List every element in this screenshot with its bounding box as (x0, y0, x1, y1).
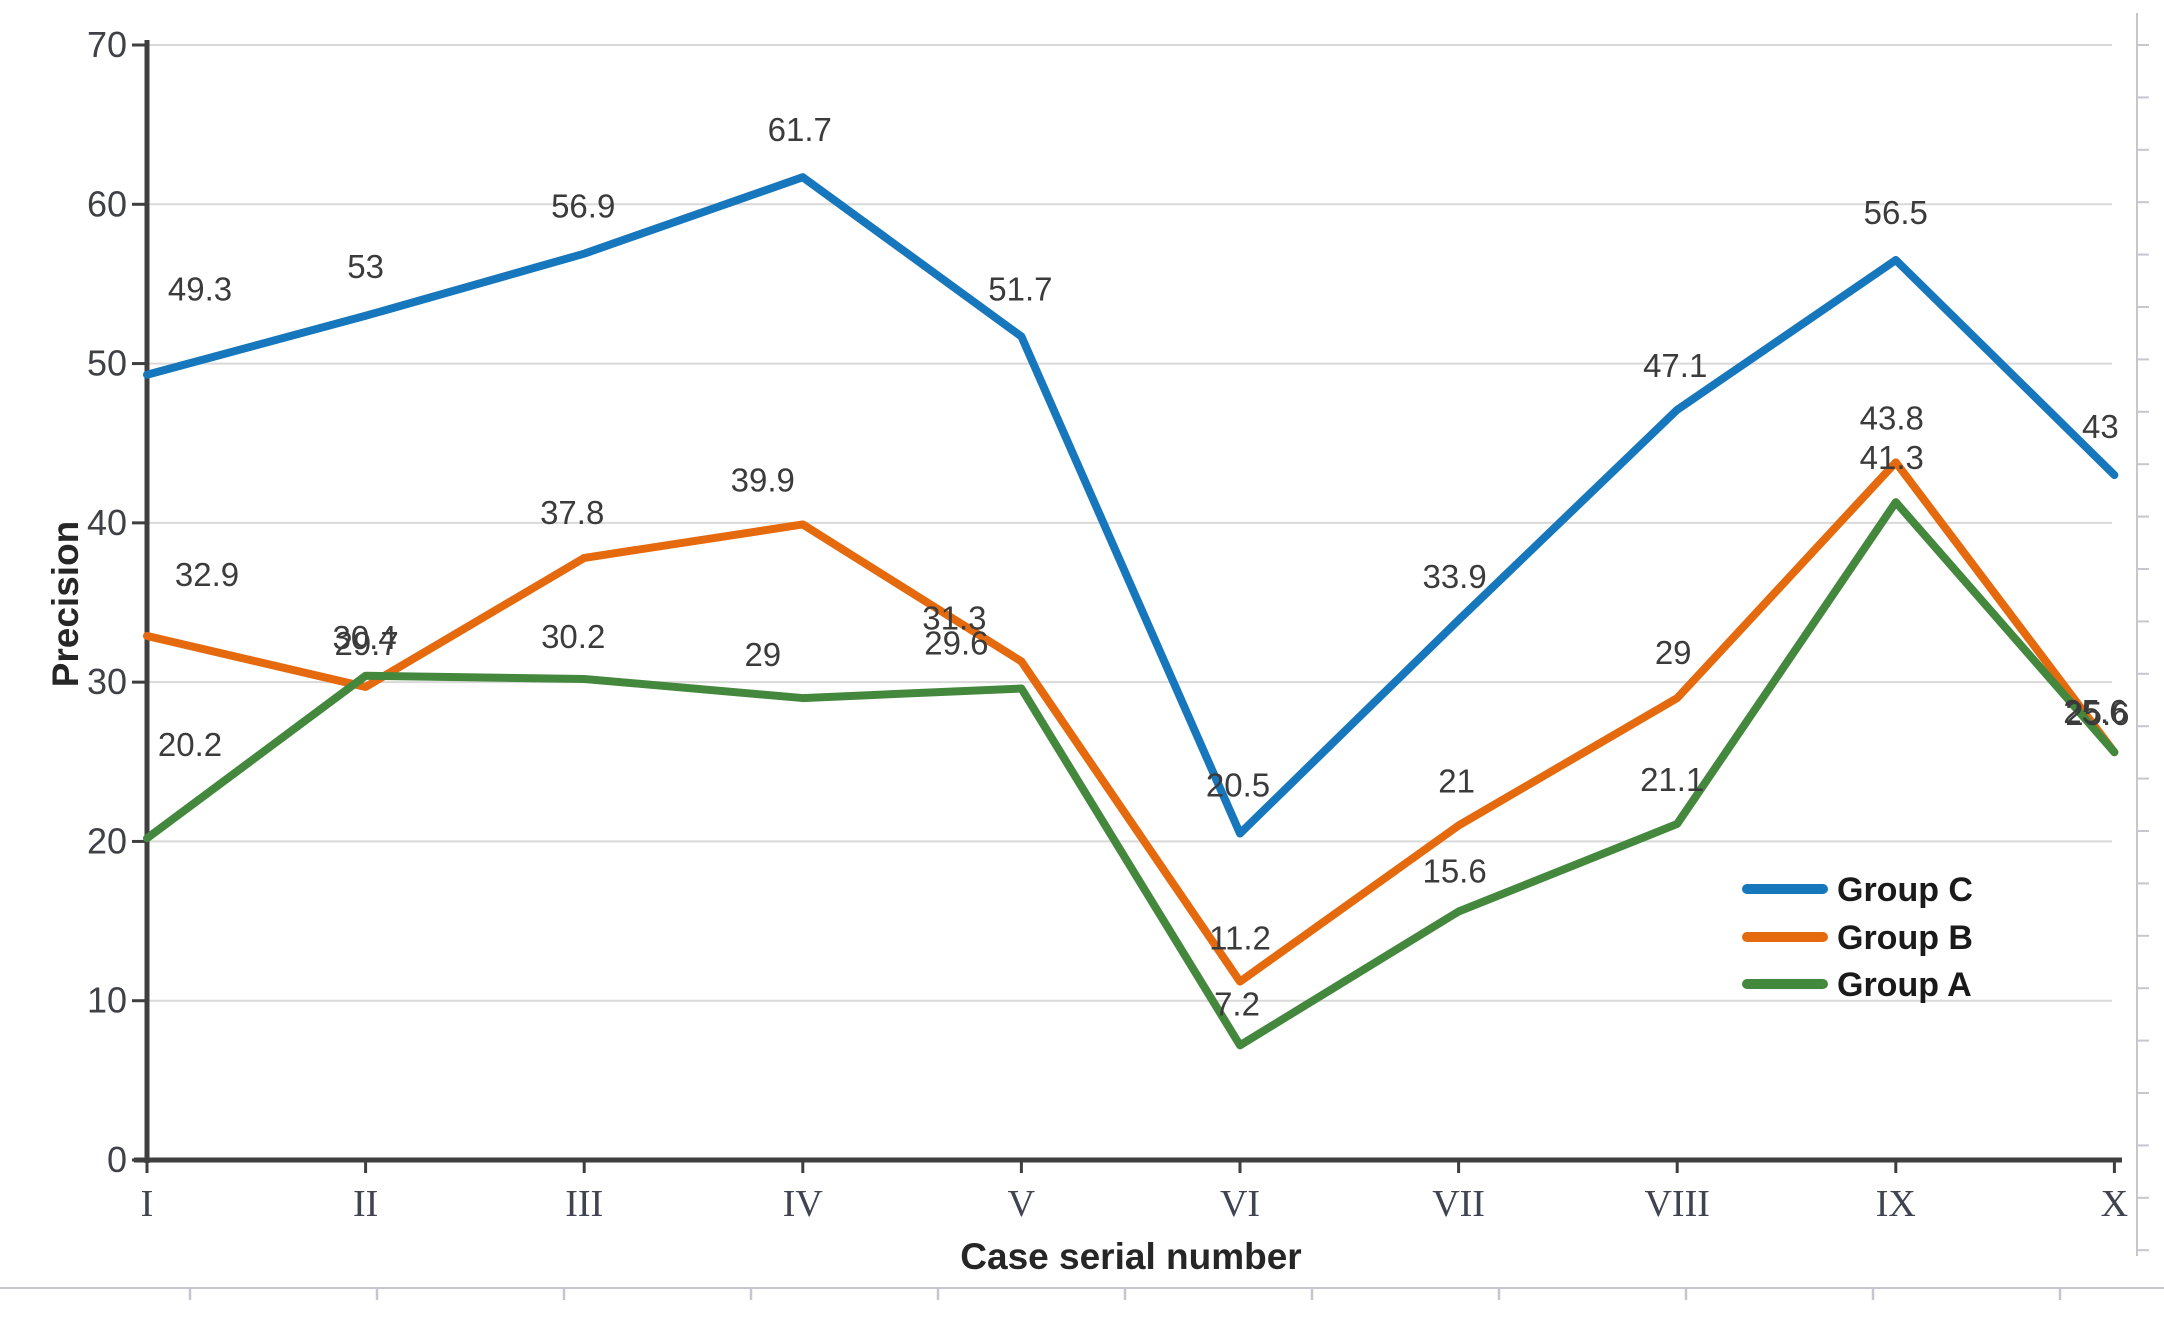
data-label-group-a-VII: 15.6 (1422, 853, 1486, 890)
data-label-group-c-IX: 56.5 (1864, 194, 1928, 231)
y-tick-label-40: 40 (87, 502, 127, 543)
data-label-group-c-V: 51.7 (988, 270, 1052, 307)
data-label-group-c-VIII: 47.1 (1643, 347, 1707, 384)
data-label-group-a-X: 25.6 (2065, 695, 2129, 732)
legend-label-group-b: Group B (1837, 919, 1973, 957)
data-label-group-a-II: 30.4 (332, 619, 396, 656)
data-label-group-c-III: 56.9 (551, 188, 615, 225)
data-label-group-b-III: 37.8 (540, 494, 604, 531)
x-tick-label-III: III (565, 1183, 603, 1225)
x-tick-label-VIII: VIII (1644, 1183, 1709, 1225)
y-axis-title: Precision (45, 520, 86, 688)
data-label-group-b-II: 29.7 (334, 625, 398, 662)
y-tick-label-0: 0 (107, 1139, 127, 1180)
data-label-group-a-VI: 7.2 (1214, 985, 1260, 1022)
y-tick-label-70: 70 (87, 24, 127, 65)
series-line-group-c (143, 173, 2119, 838)
data-label-group-c-IV: 61.7 (768, 111, 832, 148)
x-tick-label-I: I (141, 1183, 154, 1225)
y-tick-label-10: 10 (87, 980, 127, 1021)
data-label-group-c-X: 43 (2082, 408, 2119, 445)
data-label-group-c-VI: 20.5 (1206, 766, 1270, 803)
data-label-group-c-VII: 33.9 (1422, 558, 1486, 595)
data-label-group-b-I: 32.9 (175, 556, 239, 593)
legend-label-group-c: Group C (1837, 871, 1973, 909)
data-label-group-b-VIII: 29 (1655, 634, 1692, 671)
data-label-group-a-IV: 29 (744, 636, 781, 673)
data-label-group-b-VII: 21 (1438, 763, 1475, 800)
legend-label-group-a: Group A (1837, 966, 1972, 1004)
x-tick-label-II: II (353, 1183, 378, 1225)
x-axis-title: Case serial number (960, 1236, 1302, 1277)
data-label-group-a-V: 29.6 (924, 625, 988, 662)
x-tick-label-IV: IV (783, 1183, 824, 1225)
x-tick-label-X: X (2101, 1183, 2128, 1225)
data-label-group-b-VI: 11.2 (1209, 920, 1271, 957)
y-tick-label-20: 20 (87, 820, 127, 861)
data-label-group-a-VIII: 21.1 (1640, 761, 1704, 798)
series-line-group-a (143, 498, 2119, 1050)
data-label-group-b-X: 25.6 (2063, 693, 2127, 730)
y-tick-label-30: 30 (87, 661, 127, 702)
x-tick-label-VII: VII (1432, 1183, 1485, 1225)
data-label-group-b-IX: 43.8 (1860, 399, 1924, 436)
data-label-group-c-I: 49.3 (168, 271, 232, 308)
data-label-group-b-IV: 39.9 (731, 461, 795, 498)
x-tick-label-IX: IX (1876, 1183, 1916, 1225)
x-tick-label-V: V (1008, 1183, 1036, 1225)
series-line-group-b (143, 458, 2119, 986)
data-label-group-a-IX: 41.3 (1860, 439, 1924, 476)
x-tick-label-VI: VI (1220, 1183, 1260, 1225)
data-label-group-b-V: 31.3 (922, 599, 986, 636)
data-label-group-c-II: 53 (347, 248, 384, 285)
data-label-group-a-I: 20.2 (158, 726, 222, 763)
y-tick-label-60: 60 (87, 183, 127, 224)
data-label-group-a-III: 30.2 (541, 618, 605, 655)
y-tick-label-50: 50 (87, 343, 127, 384)
